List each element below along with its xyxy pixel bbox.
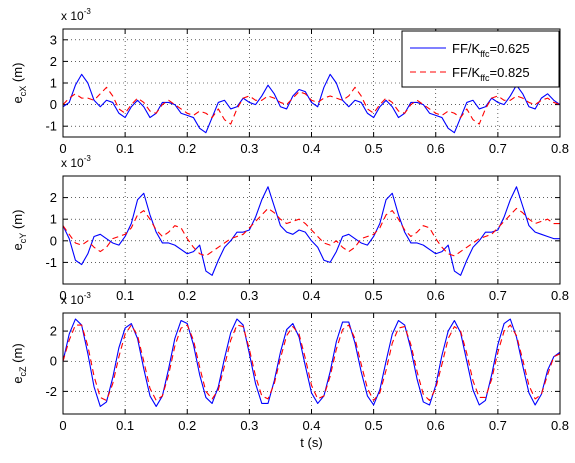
y-tick-label: 2 (50, 324, 57, 339)
x-tick-label: 0.2 (178, 288, 196, 303)
x-tick-label: 0.6 (427, 141, 445, 156)
x-tick-label: 0.7 (489, 141, 507, 156)
y-tick-label: 1 (50, 76, 57, 91)
x-axis-label: t (s) (300, 435, 322, 450)
series-line-1 (62, 318, 561, 408)
grid (63, 29, 560, 137)
legend-box (401, 30, 560, 88)
legend: FF/Kffc=0.625 FF/Kffc=0.825 (401, 30, 560, 88)
x-tick-label: 0.7 (489, 418, 507, 433)
x-tick-label: 0.8 (551, 141, 569, 156)
y-exponent-label: x 10-3 (61, 7, 91, 23)
x-tick-label: 0 (59, 418, 66, 433)
y-tick-label: -2 (45, 384, 57, 399)
series-line-1 (62, 73, 561, 134)
axes-frame (62, 28, 561, 138)
series-line-2 (62, 207, 560, 257)
x-axis-ticks: 0 0.1 0.2 0.3 0.4 0.5 0.6 0.7 0.8 (59, 176, 569, 303)
legend-label-series-2: FF/Kffc=0.825 (452, 65, 530, 83)
y-axis-label: ecY (m) (10, 210, 28, 251)
y-tick-label: 3 (50, 32, 57, 47)
x-tick-label: 0.8 (551, 288, 569, 303)
y-tick-label: 0 (50, 233, 57, 248)
axes-frame (62, 312, 561, 415)
y-tick-label: -1 (45, 255, 57, 270)
panel-ecz: 0 0.1 0.2 0.3 0.4 0.5 0.6 0.7 0.8 -2 0 2 x 10-3 ec… (10, 291, 569, 450)
x-tick-label: 0.4 (302, 418, 320, 433)
series-line-2 (62, 324, 561, 401)
x-tick-label: 0.2 (178, 141, 196, 156)
y-axis-ticks: -1 0 1 2 (45, 190, 560, 270)
y-axis-ticks: -2 0 2 (45, 324, 560, 399)
x-tick-label: 0.7 (489, 288, 507, 303)
x-tick-label: 0 (59, 288, 66, 303)
panel-ecy: 0 0.1 0.2 0.3 0.4 0.5 0.6 0.7 0.8 -1 0 1 2 x 10-3 e… (10, 154, 569, 303)
x-tick-label: 0.6 (427, 418, 445, 433)
y-tick-label: -1 (45, 119, 57, 134)
x-tick-label: 0.4 (302, 141, 320, 156)
axes-frame (62, 175, 561, 285)
x-tick-label: 0.5 (365, 141, 383, 156)
x-tick-label: 0.8 (551, 418, 569, 433)
y-axis-label: ecZ (m) (10, 343, 28, 383)
series-lines (62, 73, 561, 134)
x-axis-ticks: 0 0.1 0.2 0.3 0.4 0.5 0.6 0.7 0.8 (59, 29, 569, 156)
legend-label-series-1: FF/Kffc=0.625 (452, 41, 530, 59)
x-tick-label: 0.3 (240, 418, 258, 433)
y-exponent-label: x 10-3 (61, 291, 91, 307)
x-tick-label: 0.1 (116, 418, 134, 433)
x-tick-label: 0 (59, 141, 66, 156)
y-tick-label: 2 (50, 190, 57, 205)
x-tick-label: 0.4 (302, 288, 320, 303)
x-tick-label: 0.2 (178, 418, 196, 433)
x-tick-label: 0.3 (240, 288, 258, 303)
x-axis-ticks: 0 0.1 0.2 0.3 0.4 0.5 0.6 0.7 0.8 (59, 313, 569, 433)
y-axis-label: ecX (m) (10, 63, 28, 104)
x-tick-label: 0.1 (116, 288, 134, 303)
y-tick-label: 2 (50, 54, 57, 69)
y-tick-label: 1 (50, 212, 57, 227)
x-tick-label: 0.3 (240, 141, 258, 156)
x-tick-label: 0.5 (365, 418, 383, 433)
x-tick-label: 0.1 (116, 141, 134, 156)
y-tick-label: 0 (50, 354, 57, 369)
series-line-1 (62, 186, 560, 276)
x-tick-label: 0.5 (365, 288, 383, 303)
series-line-2 (62, 86, 561, 125)
y-exponent-label: x 10-3 (61, 154, 91, 170)
x-tick-label: 0.6 (427, 288, 445, 303)
y-tick-label: 0 (50, 97, 57, 112)
series-lines (62, 186, 560, 276)
series-lines (62, 318, 561, 408)
